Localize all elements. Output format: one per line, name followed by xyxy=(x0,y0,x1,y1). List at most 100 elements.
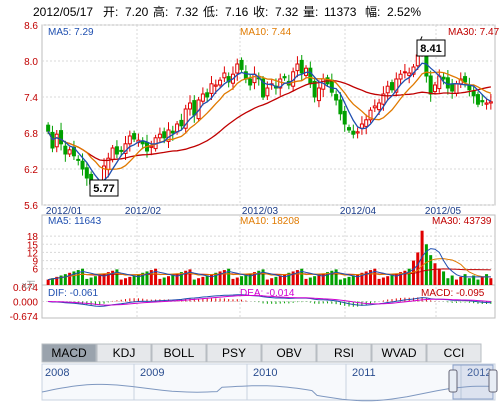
tab-boll-bg xyxy=(151,343,207,363)
volume-y-tick: 18 xyxy=(27,232,39,243)
month-label: 2012/01 xyxy=(46,206,83,217)
tab-psy[interactable]: PSY xyxy=(206,343,262,363)
price-y-tick: 6.8 xyxy=(24,129,38,140)
tab-wvad[interactable]: WVAD xyxy=(371,343,427,363)
volume-bar xyxy=(304,278,308,285)
volume-bar xyxy=(347,276,351,285)
tab-wvad-bg xyxy=(371,343,427,363)
tab-macd-bg xyxy=(41,343,97,363)
timeline-right-handle[interactable] xyxy=(488,369,498,393)
tab-cci[interactable]: CCI xyxy=(426,343,482,363)
volume-bar xyxy=(373,268,377,285)
candle-body xyxy=(59,130,64,145)
volume-bar xyxy=(278,275,282,285)
candle-body xyxy=(484,102,489,105)
volume-y-tick: 6 xyxy=(32,265,38,276)
volume-bar xyxy=(119,279,123,285)
volume-bar xyxy=(106,272,110,285)
candle-body xyxy=(364,119,369,127)
candle-body xyxy=(432,84,437,93)
volume-bar xyxy=(446,278,450,285)
candle-body xyxy=(170,130,175,134)
volume-bar xyxy=(257,270,261,285)
volume-bar xyxy=(300,268,304,285)
volume-bar xyxy=(463,274,467,285)
header-high: 7.32 xyxy=(175,5,199,19)
candle-body xyxy=(175,123,180,133)
header-volume: 11373 xyxy=(324,5,357,19)
volume-bar xyxy=(141,272,145,285)
tab-kdj[interactable]: KDJ xyxy=(96,343,152,363)
volume-bar xyxy=(265,279,269,285)
volume-bar xyxy=(295,270,299,285)
candle-body xyxy=(127,135,132,145)
timeline-sparkline xyxy=(41,383,493,402)
volume-ma5-line xyxy=(48,248,491,281)
volume-bar xyxy=(403,270,407,285)
volume-bar xyxy=(218,271,222,285)
volume-bar xyxy=(270,278,274,285)
candle-body xyxy=(475,94,480,105)
candle-body xyxy=(239,59,244,70)
volume-bar xyxy=(252,272,256,285)
volume-bar xyxy=(68,272,72,285)
volume-bar xyxy=(420,230,424,285)
volume-bar xyxy=(227,268,231,285)
volume-bar xyxy=(55,276,59,285)
candle-body xyxy=(110,147,115,160)
timeline-selection xyxy=(452,364,494,400)
header-open: 7.20 xyxy=(125,5,149,19)
candle-body xyxy=(441,76,446,80)
price-y-tick: 8.6 xyxy=(24,21,38,32)
volume-bar xyxy=(76,270,80,285)
candle-body xyxy=(467,85,472,91)
volume-bar xyxy=(231,278,235,285)
volume-bar xyxy=(317,274,321,285)
candle-body xyxy=(445,77,450,89)
volume-bar xyxy=(360,272,364,285)
volume-bar xyxy=(85,278,89,285)
candle-body xyxy=(398,73,403,80)
candle-body xyxy=(334,94,339,101)
candle-body xyxy=(149,145,154,148)
candle-body xyxy=(372,105,377,109)
volume-bar xyxy=(188,269,192,285)
volume-bar xyxy=(390,274,394,285)
volume-ma5-legend: MA5: 11643 xyxy=(48,216,102,227)
volume-bar xyxy=(287,272,291,285)
volume-bar xyxy=(351,275,355,285)
volume-bar xyxy=(476,279,480,285)
tab-rsi[interactable]: RSI xyxy=(316,343,372,363)
tab-psy-bg xyxy=(206,343,262,363)
tab-boll-label: BOLL xyxy=(164,346,195,360)
candle-body xyxy=(63,145,68,155)
price-layer: 8.41 5.77 xyxy=(46,36,493,197)
candle-body xyxy=(140,140,145,145)
candle-body xyxy=(463,76,468,83)
volume-bar xyxy=(98,274,102,285)
candle-body xyxy=(488,101,493,104)
volume-bar xyxy=(162,277,166,285)
volume-bar xyxy=(442,271,446,285)
candle-body xyxy=(84,167,89,179)
volume-y-tick: 12 xyxy=(27,248,39,259)
timeline-layer: 2008 2009 2010 2011 2012 xyxy=(41,364,498,402)
volume-bar xyxy=(102,273,106,285)
candle-body xyxy=(381,93,386,105)
candle-body xyxy=(183,108,188,129)
candle-body xyxy=(389,82,394,91)
volume-bar xyxy=(437,268,441,285)
tab-obv-label: OBV xyxy=(276,346,301,360)
volume-bar xyxy=(274,276,278,285)
candle-body xyxy=(67,149,72,155)
volume-bar xyxy=(399,272,403,285)
timeline-year-label: 2011 xyxy=(352,367,376,379)
tab-obv[interactable]: OBV xyxy=(261,343,317,363)
tab-macd[interactable]: MACD xyxy=(41,343,97,363)
timeline-left-handle[interactable] xyxy=(448,369,458,393)
tab-rsi-bg xyxy=(316,343,372,363)
volume-bar xyxy=(472,275,476,285)
candle-body xyxy=(248,78,253,86)
low-callout-label: 5.77 xyxy=(93,183,114,195)
tab-boll[interactable]: BOLL xyxy=(151,343,207,363)
